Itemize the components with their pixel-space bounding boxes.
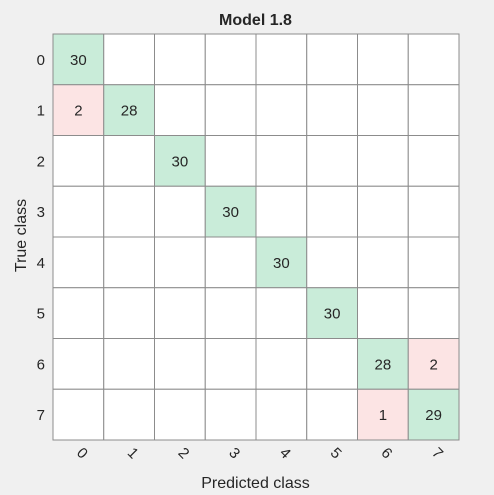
matrix-cell-1-7 [407, 84, 460, 136]
cell-value-6-7: 2 [429, 356, 437, 373]
matrix-cell-0-0 [52, 33, 105, 86]
matrix-cell-6-0 [52, 338, 105, 390]
x-tick-label: 7 [428, 444, 446, 462]
matrix-cell-6-4 [255, 338, 308, 390]
matrix-cell-7-7 [407, 388, 460, 441]
matrix-cell-7-1 [103, 388, 155, 441]
matrix-cell-6-5 [306, 338, 358, 390]
matrix-cell-3-7 [407, 185, 460, 238]
matrix-cell-4-1 [103, 236, 155, 289]
matrix-cell-5-3 [204, 287, 257, 339]
chart-title: Model 1.8 [219, 12, 292, 29]
matrix-cell-3-2 [154, 185, 206, 238]
x-tick-label: 4 [276, 444, 294, 462]
cell-value-6-6: 28 [375, 356, 392, 373]
matrix-cell-3-6 [357, 185, 409, 238]
cell-value-3-3: 30 [222, 204, 239, 221]
x-tick-label: 3 [225, 444, 243, 462]
matrix-cell-5-6 [357, 287, 409, 339]
x-tick-label: 5 [327, 444, 345, 462]
matrix-cell-0-7 [407, 33, 460, 86]
y-tick-label: 4 [37, 255, 45, 272]
matrix-cell-5-2 [154, 287, 206, 339]
matrix-cell-0-5 [306, 33, 358, 86]
y-tick-label: 7 [37, 407, 45, 424]
cell-value-0-0: 30 [70, 52, 87, 69]
y-tick-label: 5 [37, 306, 45, 323]
y-tick-label: 1 [37, 103, 45, 120]
matrix-cell-4-4 [255, 236, 308, 289]
matrix-cell-7-4 [255, 388, 308, 441]
cell-value-5-5: 30 [324, 306, 341, 323]
matrix-cell-4-3 [204, 236, 257, 289]
matrix-cell-2-6 [357, 135, 409, 187]
matrix-cell-1-2 [154, 84, 206, 136]
matrix-cell-1-4 [255, 84, 308, 136]
matrix-cell-6-3 [204, 338, 257, 390]
y-tick-label: 3 [37, 204, 45, 221]
x-tick-label: 2 [175, 444, 193, 462]
matrix-cell-3-4 [255, 185, 308, 238]
y-axis-label: True class [13, 199, 30, 272]
matrix-cell-5-4 [255, 287, 308, 339]
cell-value-7-7: 29 [425, 407, 442, 424]
matrix-cell-1-5 [306, 84, 358, 136]
cell-value-1-0: 2 [74, 103, 82, 120]
matrix-cell-7-2 [154, 388, 206, 441]
matrix-cell-4-5 [306, 236, 358, 289]
cell-value-2-2: 30 [172, 153, 189, 170]
matrix-cell-3-1 [103, 185, 155, 238]
matrix-cell-5-0 [52, 287, 105, 339]
matrix-cell-1-1 [103, 84, 155, 136]
x-tick-labels: 0 1 2 3 4 5 6 7 [73, 444, 446, 462]
cell-value-4-4: 30 [273, 255, 290, 272]
matrix-cell-1-6 [357, 84, 409, 136]
matrix-cell-2-0 [52, 135, 105, 187]
matrix-cell-2-1 [103, 135, 155, 187]
matrix-cell-6-6 [357, 338, 409, 390]
matrix-cell-0-6 [357, 33, 409, 86]
x-tick-label: 6 [378, 444, 396, 462]
matrix-cell-0-1 [103, 33, 155, 86]
matrix-cell-2-3 [204, 135, 257, 187]
matrix-cell-7-0 [52, 388, 105, 441]
matrix-cell-2-7 [407, 135, 460, 187]
y-tick-label: 6 [37, 356, 45, 373]
matrix-cell-1-3 [204, 84, 257, 136]
matrix-cell-4-2 [154, 236, 206, 289]
cell-value-1-1: 28 [121, 103, 138, 120]
matrix-cell-7-3 [204, 388, 257, 441]
matrix-cell-0-3 [204, 33, 257, 86]
x-tick-label: 1 [124, 444, 142, 462]
matrix-cell-4-7 [407, 236, 460, 289]
matrix-cell-2-4 [255, 135, 308, 187]
matrix-cell-4-6 [357, 236, 409, 289]
matrix-cell-6-2 [154, 338, 206, 390]
matrix-cell-5-7 [407, 287, 460, 339]
matrix-cell-7-5 [306, 388, 358, 441]
x-tick-label: 0 [73, 444, 91, 462]
matrix-cell-0-2 [154, 33, 206, 86]
matrix-cell-1-0 [52, 84, 105, 136]
y-tick-labels: 0 1 2 3 4 5 6 7 [37, 52, 45, 424]
x-axis-label: Predicted class [201, 475, 310, 492]
matrix-cell-6-1 [103, 338, 155, 390]
y-tick-label: 2 [37, 153, 45, 170]
matrix-cell-3-0 [52, 185, 105, 238]
cell-value-7-6: 1 [379, 407, 387, 424]
matrix-cell-2-5 [306, 135, 358, 187]
matrix-cells: 30 2 28 30 30 30 30 28 2 1 29 [52, 33, 460, 441]
y-tick-label: 0 [37, 52, 45, 69]
matrix-cell-5-1 [103, 287, 155, 339]
matrix-cell-0-4 [255, 33, 308, 86]
matrix-cell-3-5 [306, 185, 358, 238]
matrix-cell-7-6 [357, 388, 409, 441]
matrix-cell-4-0 [52, 236, 105, 289]
